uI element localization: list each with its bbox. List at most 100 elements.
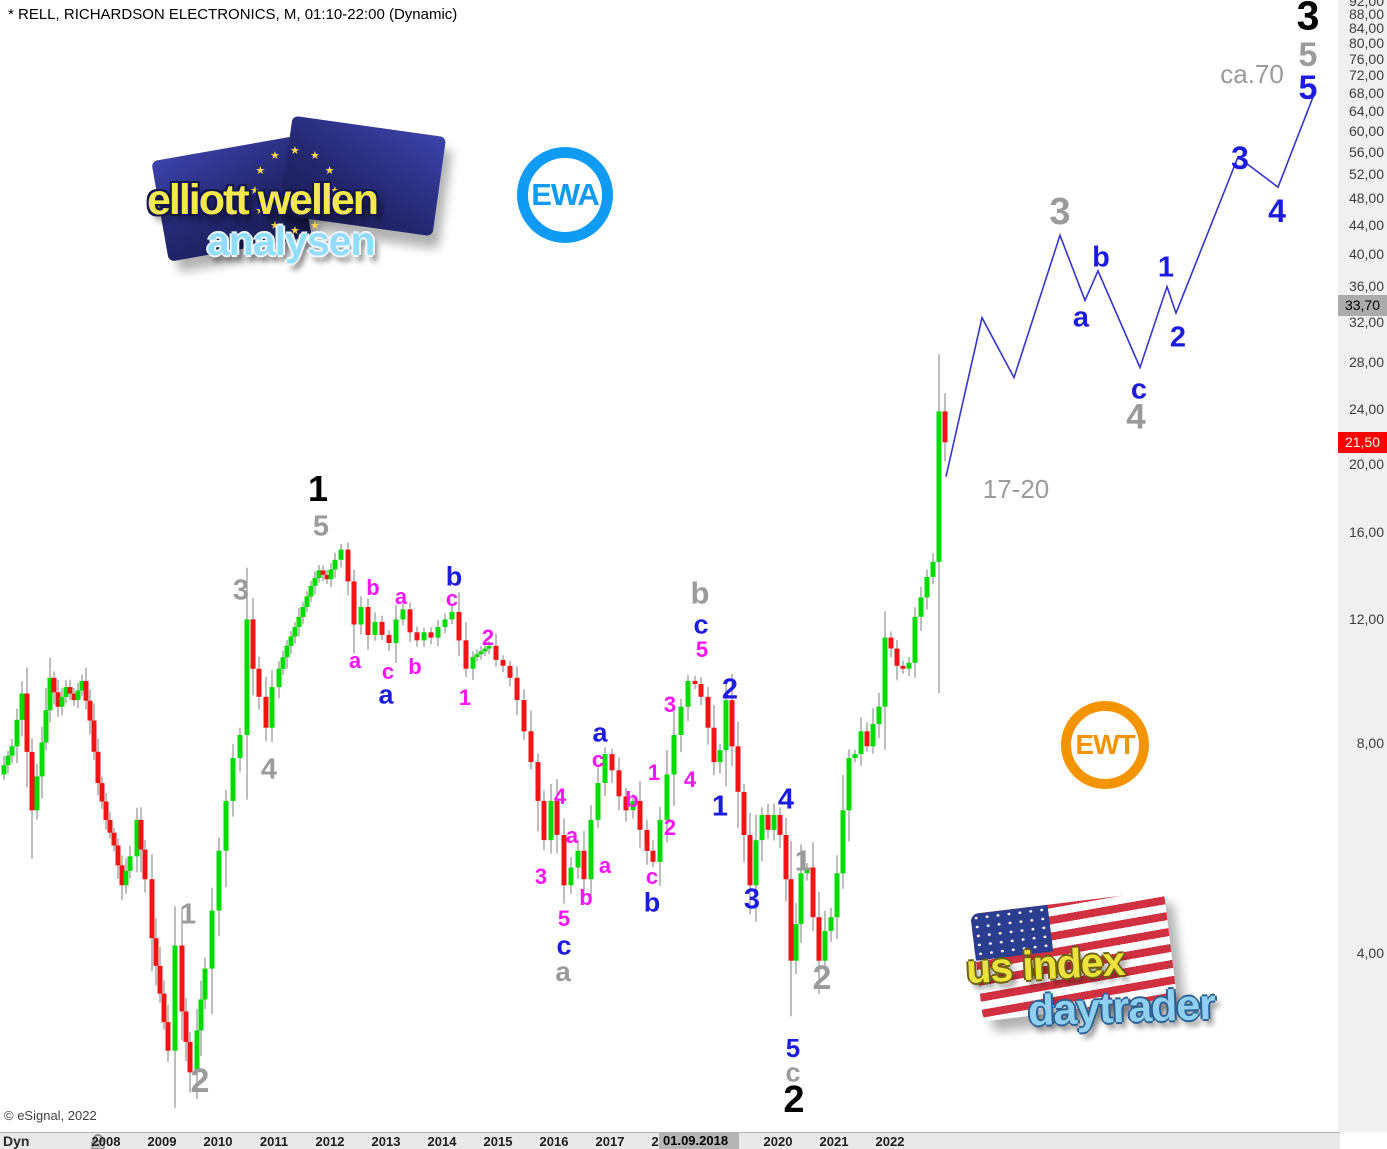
- wave-label[interactable]: 3: [1231, 140, 1249, 176]
- wave-label[interactable]: a: [565, 823, 579, 848]
- ewa-logo-text: EWA: [531, 177, 600, 212]
- candles-layer: [1, 411, 948, 1073]
- marked-price-badge: 33,70: [1338, 295, 1387, 317]
- logo-text-elliott-wellen: elliott wellen: [147, 176, 379, 224]
- wave-label[interactable]: 5: [1298, 36, 1318, 74]
- eu-star-icon: ★: [270, 219, 280, 232]
- wave-label[interactable]: 3: [232, 574, 250, 607]
- selected-date-badge: 01.09.2018: [659, 1133, 739, 1149]
- y-tick-label: 80,00: [1348, 35, 1384, 52]
- wave-label[interactable]: 2: [812, 959, 832, 997]
- wave-label[interactable]: 3: [1049, 191, 1071, 233]
- y-tick-label: 8,00: [1356, 734, 1384, 751]
- y-tick-label: 64,00: [1348, 103, 1384, 119]
- wave-label[interactable]: c: [645, 864, 659, 889]
- wave-label[interactable]: 1: [458, 685, 472, 710]
- x-tick-label: 2014: [427, 1134, 457, 1149]
- wave-label[interactable]: 5: [557, 906, 571, 931]
- y-tick-label: 84,00: [1348, 20, 1384, 37]
- x-tick-label: 2022: [875, 1134, 905, 1149]
- wave-label[interactable]: a: [598, 853, 612, 878]
- wave-label[interactable]: 2: [481, 625, 495, 650]
- wave-label[interactable]: 4: [683, 767, 697, 792]
- wave-label[interactable]: 2: [1169, 321, 1187, 354]
- wave-label[interactable]: 3: [663, 692, 677, 717]
- wave-label[interactable]: a: [555, 956, 571, 987]
- eu-star-icon: ★: [290, 225, 300, 237]
- eu-star-icon: ★: [250, 185, 260, 197]
- wave-label[interactable]: 3: [1296, 0, 1320, 39]
- y-tick-label: 40,00: [1348, 245, 1384, 262]
- x-tick-label: 2008: [91, 1134, 121, 1149]
- wave-label[interactable]: c: [591, 747, 605, 772]
- y-tick-label: 48,00: [1348, 190, 1384, 207]
- wave-label[interactable]: b: [1092, 241, 1110, 274]
- price-axis[interactable]: 92,00 88,00 84,00 80,00 76,00 72,00 68,00 64,00…: [1338, 0, 1387, 1132]
- wave-label[interactable]: 2: [663, 815, 677, 840]
- wave-label[interactable]: 4: [1126, 397, 1146, 437]
- wave-label[interactable]: 2: [783, 1079, 805, 1121]
- eu-star-icon: ★: [330, 185, 340, 197]
- lock-icon[interactable]: [90, 1134, 106, 1149]
- wave-label[interactable]: 4: [1268, 193, 1286, 229]
- dynamic-mode-label[interactable]: Dyn: [3, 1133, 30, 1149]
- x-tick-label: 2010: [203, 1134, 233, 1149]
- wave-label[interactable]: b: [579, 885, 593, 910]
- x-tick-label: 2011: [259, 1134, 289, 1149]
- eu-star-icon: ★: [255, 205, 266, 217]
- wave-label[interactable]: 1: [1157, 251, 1175, 284]
- y-tick-label: 92,00: [1348, 0, 1384, 9]
- wave-label[interactable]: 5: [695, 637, 709, 662]
- wave-label[interactable]: 3: [534, 864, 548, 889]
- wave-label[interactable]: 5: [785, 1033, 801, 1063]
- wave-label[interactable]: 2: [721, 673, 739, 706]
- wave-label[interactable]: a: [1072, 301, 1090, 334]
- elliott-wellen-analysen-logo: ★ ★ ★ ★ ★ ★ ★ ★ ★ ★ ★ ★ elliott wellen analysen: [145, 115, 450, 283]
- wave-label[interactable]: c: [1130, 373, 1148, 406]
- wave-label[interactable]: b: [643, 887, 661, 918]
- eu-star-icon: ★: [255, 165, 266, 177]
- wave-label[interactable]: a: [394, 584, 408, 609]
- wave-label[interactable]: a: [592, 717, 608, 748]
- y-tick-label: 24,00: [1348, 400, 1384, 417]
- y-tick-label: 36,00: [1348, 277, 1384, 294]
- wave-label[interactable]: c: [785, 1057, 801, 1088]
- wave-label[interactable]: a: [348, 648, 362, 673]
- wave-label[interactable]: ca.70: [1220, 59, 1284, 89]
- wave-label[interactable]: c: [693, 609, 709, 640]
- wave-label[interactable]: 5: [312, 510, 330, 543]
- wave-label[interactable]: 1: [307, 468, 329, 509]
- wave-label[interactable]: b: [690, 575, 710, 611]
- y-tick-label: 20,00: [1348, 456, 1384, 473]
- time-axis[interactable]: Dyn 2008 2009 2010 2011 2012 2013 2014 2015 2016…: [0, 1132, 1340, 1149]
- projection-line[interactable]: [945, 96, 1314, 477]
- wave-label[interactable]: 5: [1298, 69, 1318, 107]
- wave-label[interactable]: 4: [553, 784, 567, 809]
- wave-label[interactable]: b: [366, 575, 380, 600]
- wave-label[interactable]: b: [408, 654, 422, 679]
- wave-label[interactable]: 4: [777, 783, 795, 816]
- eu-star-icon: ★: [324, 165, 335, 177]
- wave-label[interactable]: 1: [179, 898, 197, 931]
- wave-label[interactable]: b: [625, 787, 639, 812]
- wave-label[interactable]: b: [445, 561, 463, 592]
- wave-label[interactable]: a: [378, 679, 394, 710]
- eu-star-icon: ★: [290, 145, 300, 157]
- wave-label[interactable]: c: [445, 586, 459, 611]
- wave-label[interactable]: 1: [647, 760, 661, 785]
- wave-label[interactable]: 3: [743, 883, 761, 916]
- wave-label[interactable]: 4: [260, 753, 278, 786]
- wave-label[interactable]: 17-20: [982, 474, 1050, 504]
- wave-label[interactable]: 1: [711, 790, 729, 823]
- wave-label[interactable]: 1: [794, 845, 812, 878]
- wave-label[interactable]: 2: [190, 1062, 210, 1100]
- x-tick-label: 2021: [819, 1134, 849, 1149]
- wave-label[interactable]: c: [556, 930, 572, 961]
- y-tick-label: 72,00: [1348, 67, 1384, 84]
- y-tick-label: 60,00: [1348, 122, 1384, 139]
- y-tick-label: 4,00: [1356, 945, 1384, 961]
- wave-label[interactable]: c: [381, 659, 395, 684]
